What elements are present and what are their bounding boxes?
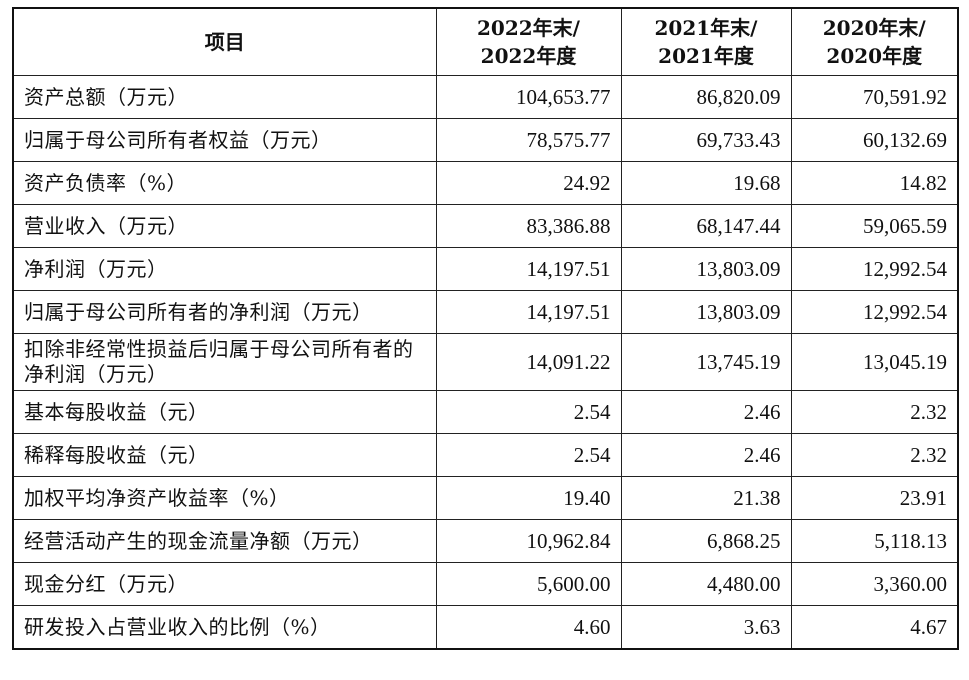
- table-row: 资产负债率（%） 24.92 19.68 14.82: [12, 161, 959, 205]
- header-2020-line1: 2020年末/: [822, 16, 926, 40]
- value-2020: 2.32: [790, 390, 959, 434]
- value-2021: 13,745.19: [620, 333, 792, 391]
- header-2021-line2: 2021年度: [658, 44, 754, 68]
- value-2020: 4.67: [790, 605, 959, 650]
- value-2021: 68,147.44: [620, 204, 792, 248]
- value-2022: 5,600.00: [435, 562, 622, 606]
- header-row: 项目 2022年末/ 2022年度 2021年末/ 2021年度 2020年末/…: [12, 7, 959, 76]
- value-2021: 13,803.09: [620, 290, 792, 334]
- value-2022: 14,091.22: [435, 333, 622, 391]
- value-2020: 12,992.54: [790, 247, 959, 291]
- row-label: 加权平均净资产收益率（%）: [12, 476, 437, 520]
- row-label: 归属于母公司所有者的净利润（万元）: [12, 290, 437, 334]
- value-2020: 14.82: [790, 161, 959, 205]
- header-item: 项目: [12, 7, 437, 76]
- header-2020: 2020年末/ 2020年度: [790, 7, 959, 76]
- value-2021: 13,803.09: [620, 247, 792, 291]
- value-2020: 70,591.92: [790, 75, 959, 119]
- value-2021: 3.63: [620, 605, 792, 650]
- table-row: 加权平均净资产收益率（%） 19.40 21.38 23.91: [12, 476, 959, 520]
- row-label: 资产总额（万元）: [12, 75, 437, 119]
- table-row: 研发投入占营业收入的比例（%） 4.60 3.63 4.67: [12, 605, 959, 650]
- table-row: 营业收入（万元） 83,386.88 68,147.44 59,065.59: [12, 204, 959, 248]
- table-row: 归属于母公司所有者的净利润（万元） 14,197.51 13,803.09 12…: [12, 290, 959, 334]
- value-2020: 23.91: [790, 476, 959, 520]
- row-label: 研发投入占营业收入的比例（%）: [12, 605, 437, 650]
- table-row: 稀释每股收益（元） 2.54 2.46 2.32: [12, 433, 959, 477]
- header-2022-line1: 2022年末/: [477, 16, 580, 40]
- row-label: 经营活动产生的现金流量净额（万元）: [12, 519, 437, 563]
- value-2020: 60,132.69: [790, 118, 959, 162]
- header-2022: 2022年末/ 2022年度: [435, 7, 622, 76]
- value-2020: 3,360.00: [790, 562, 959, 606]
- header-2021: 2021年末/ 2021年度: [620, 7, 792, 76]
- table-row: 净利润（万元） 14,197.51 13,803.09 12,992.54: [12, 247, 959, 291]
- table-row: 扣除非经常性损益后归属于母公司所有者的净利润（万元） 14,091.22 13,…: [12, 333, 959, 391]
- row-label: 稀释每股收益（元）: [12, 433, 437, 477]
- table-row: 现金分红（万元） 5,600.00 4,480.00 3,360.00: [12, 562, 959, 606]
- value-2020: 12,992.54: [790, 290, 959, 334]
- financial-table-container: 项目 2022年末/ 2022年度 2021年末/ 2021年度 2020年末/…: [12, 7, 959, 650]
- header-item-label: 项目: [204, 30, 245, 54]
- value-2021: 2.46: [620, 390, 792, 434]
- value-2022: 10,962.84: [435, 519, 622, 563]
- row-label: 归属于母公司所有者权益（万元）: [12, 118, 437, 162]
- row-label: 营业收入（万元）: [12, 204, 437, 248]
- value-2021: 6,868.25: [620, 519, 792, 563]
- value-2022: 104,653.77: [435, 75, 622, 119]
- value-2021: 19.68: [620, 161, 792, 205]
- row-label: 基本每股收益（元）: [12, 390, 437, 434]
- row-label: 扣除非经常性损益后归属于母公司所有者的净利润（万元）: [12, 333, 437, 391]
- value-2022: 14,197.51: [435, 290, 622, 334]
- table-row: 基本每股收益（元） 2.54 2.46 2.32: [12, 390, 959, 434]
- value-2020: 5,118.13: [790, 519, 959, 563]
- value-2020: 2.32: [790, 433, 959, 477]
- value-2021: 86,820.09: [620, 75, 792, 119]
- row-label: 现金分红（万元）: [12, 562, 437, 606]
- header-2021-line1: 2021年末/: [654, 16, 758, 40]
- value-2021: 21.38: [620, 476, 792, 520]
- value-2021: 69,733.43: [620, 118, 792, 162]
- financial-summary-table: 项目 2022年末/ 2022年度 2021年末/ 2021年度 2020年末/…: [12, 7, 959, 650]
- value-2021: 2.46: [620, 433, 792, 477]
- value-2022: 2.54: [435, 390, 622, 434]
- header-2022-line2: 2022年度: [480, 44, 577, 68]
- value-2020: 59,065.59: [790, 204, 959, 248]
- value-2022: 2.54: [435, 433, 622, 477]
- value-2020: 13,045.19: [790, 333, 959, 391]
- value-2022: 4.60: [435, 605, 622, 650]
- table-header: 项目 2022年末/ 2022年度 2021年末/ 2021年度 2020年末/…: [12, 7, 959, 76]
- table-row: 归属于母公司所有者权益（万元） 78,575.77 69,733.43 60,1…: [12, 118, 959, 162]
- value-2022: 24.92: [435, 161, 622, 205]
- row-label: 净利润（万元）: [12, 247, 437, 291]
- table-row: 资产总额（万元） 104,653.77 86,820.09 70,591.92: [12, 75, 959, 119]
- header-2020-line2: 2020年度: [826, 44, 923, 68]
- value-2021: 4,480.00: [620, 562, 792, 606]
- value-2022: 14,197.51: [435, 247, 622, 291]
- value-2022: 83,386.88: [435, 204, 622, 248]
- value-2022: 19.40: [435, 476, 622, 520]
- table-body: 资产总额（万元） 104,653.77 86,820.09 70,591.92 …: [12, 75, 959, 650]
- table-row: 经营活动产生的现金流量净额（万元） 10,962.84 6,868.25 5,1…: [12, 519, 959, 563]
- value-2022: 78,575.77: [435, 118, 622, 162]
- row-label: 资产负债率（%）: [12, 161, 437, 205]
